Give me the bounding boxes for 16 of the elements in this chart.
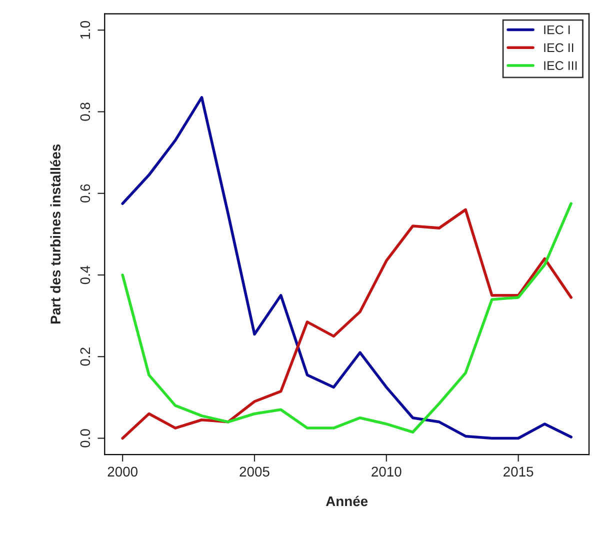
x-axis-title: Année: [326, 496, 368, 506]
y-tick-label: 0.0: [80, 429, 90, 448]
legend-label: IEC III: [544, 61, 577, 70]
y-axis-title: Part des turbines installées: [50, 144, 60, 324]
legend-label: IEC I: [544, 25, 570, 34]
y-tick-label: 0.4: [80, 266, 90, 284]
y-tick-label: 0.6: [80, 184, 90, 202]
x-tick-label: 2015: [504, 466, 534, 477]
y-tick-label: 1.0: [80, 20, 90, 39]
y-tick-label: 0.2: [80, 348, 90, 366]
x-tick-label: 2000: [108, 466, 138, 477]
x-tick-label: 2005: [240, 466, 270, 477]
legend-label: IEC II: [544, 43, 574, 52]
y-tick-label: 0.8: [80, 102, 90, 121]
line-series: [121, 96, 572, 440]
x-tick-label: 2010: [372, 466, 402, 477]
